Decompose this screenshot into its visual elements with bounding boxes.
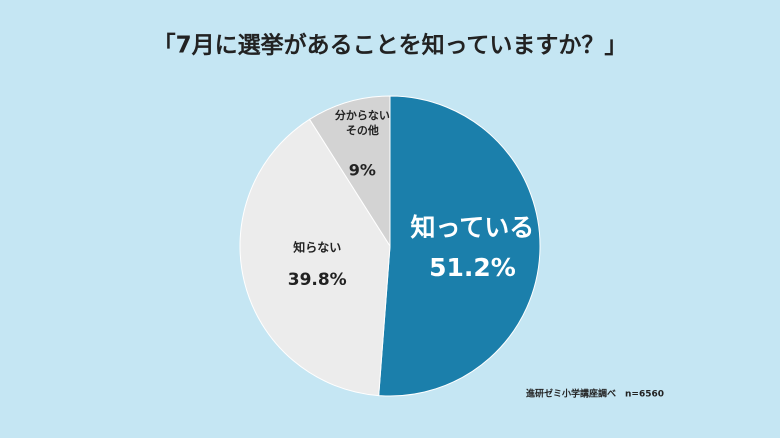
pie-slice [239,118,391,397]
slice-category-label: 分からないその他 [335,108,390,137]
pie-slice [308,95,391,248]
pie-slice [378,95,541,397]
source-note: 進研ゼミ小学講座調べ n=6560 [526,388,664,400]
chart-title: 「7月に選挙があることを知っていますか？」 [153,32,628,59]
slice-category-label: 知らない [292,240,341,255]
slice-value-label: 51.2% [429,253,516,282]
slice-value-label: 39.8% [288,270,347,290]
slice-value-label: 9% [349,160,376,179]
slice-category-label: 知っている [411,213,535,242]
